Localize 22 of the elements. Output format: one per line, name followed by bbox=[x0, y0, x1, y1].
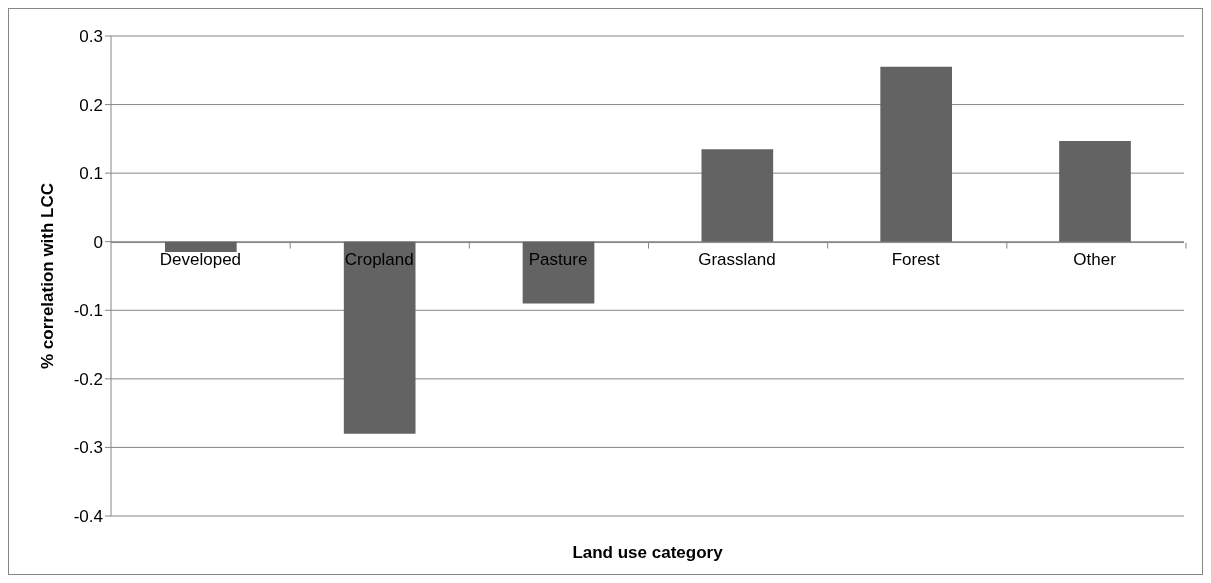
y-tick-label: 0.1 bbox=[79, 164, 103, 184]
bar bbox=[343, 241, 416, 434]
bar bbox=[701, 149, 774, 242]
y-tick-label: 0.3 bbox=[79, 27, 103, 47]
x-tick-label: Other bbox=[1073, 249, 1117, 269]
bar bbox=[165, 241, 237, 252]
y-axis-title: % correlation with LCC bbox=[38, 182, 58, 370]
bar bbox=[522, 241, 595, 304]
bar bbox=[880, 66, 952, 242]
x-tick-label: Cropland bbox=[344, 249, 414, 269]
y-tick-label: -0.4 bbox=[73, 507, 103, 527]
y-tick-label: 0.2 bbox=[79, 95, 103, 115]
x-axis-title: Land use category bbox=[572, 543, 724, 562]
y-tick-label: -0.1 bbox=[73, 301, 103, 321]
y-tick-label: -0.2 bbox=[73, 369, 103, 389]
x-tick-label: Grassland bbox=[698, 249, 776, 269]
y-tick-label: 0 bbox=[93, 232, 103, 252]
x-tick-label: Pasture bbox=[528, 249, 588, 269]
bar bbox=[1059, 140, 1131, 242]
x-tick-label: Developed bbox=[159, 249, 242, 269]
x-tick-label: Forest bbox=[891, 249, 941, 269]
y-tick-label: -0.3 bbox=[73, 438, 103, 458]
